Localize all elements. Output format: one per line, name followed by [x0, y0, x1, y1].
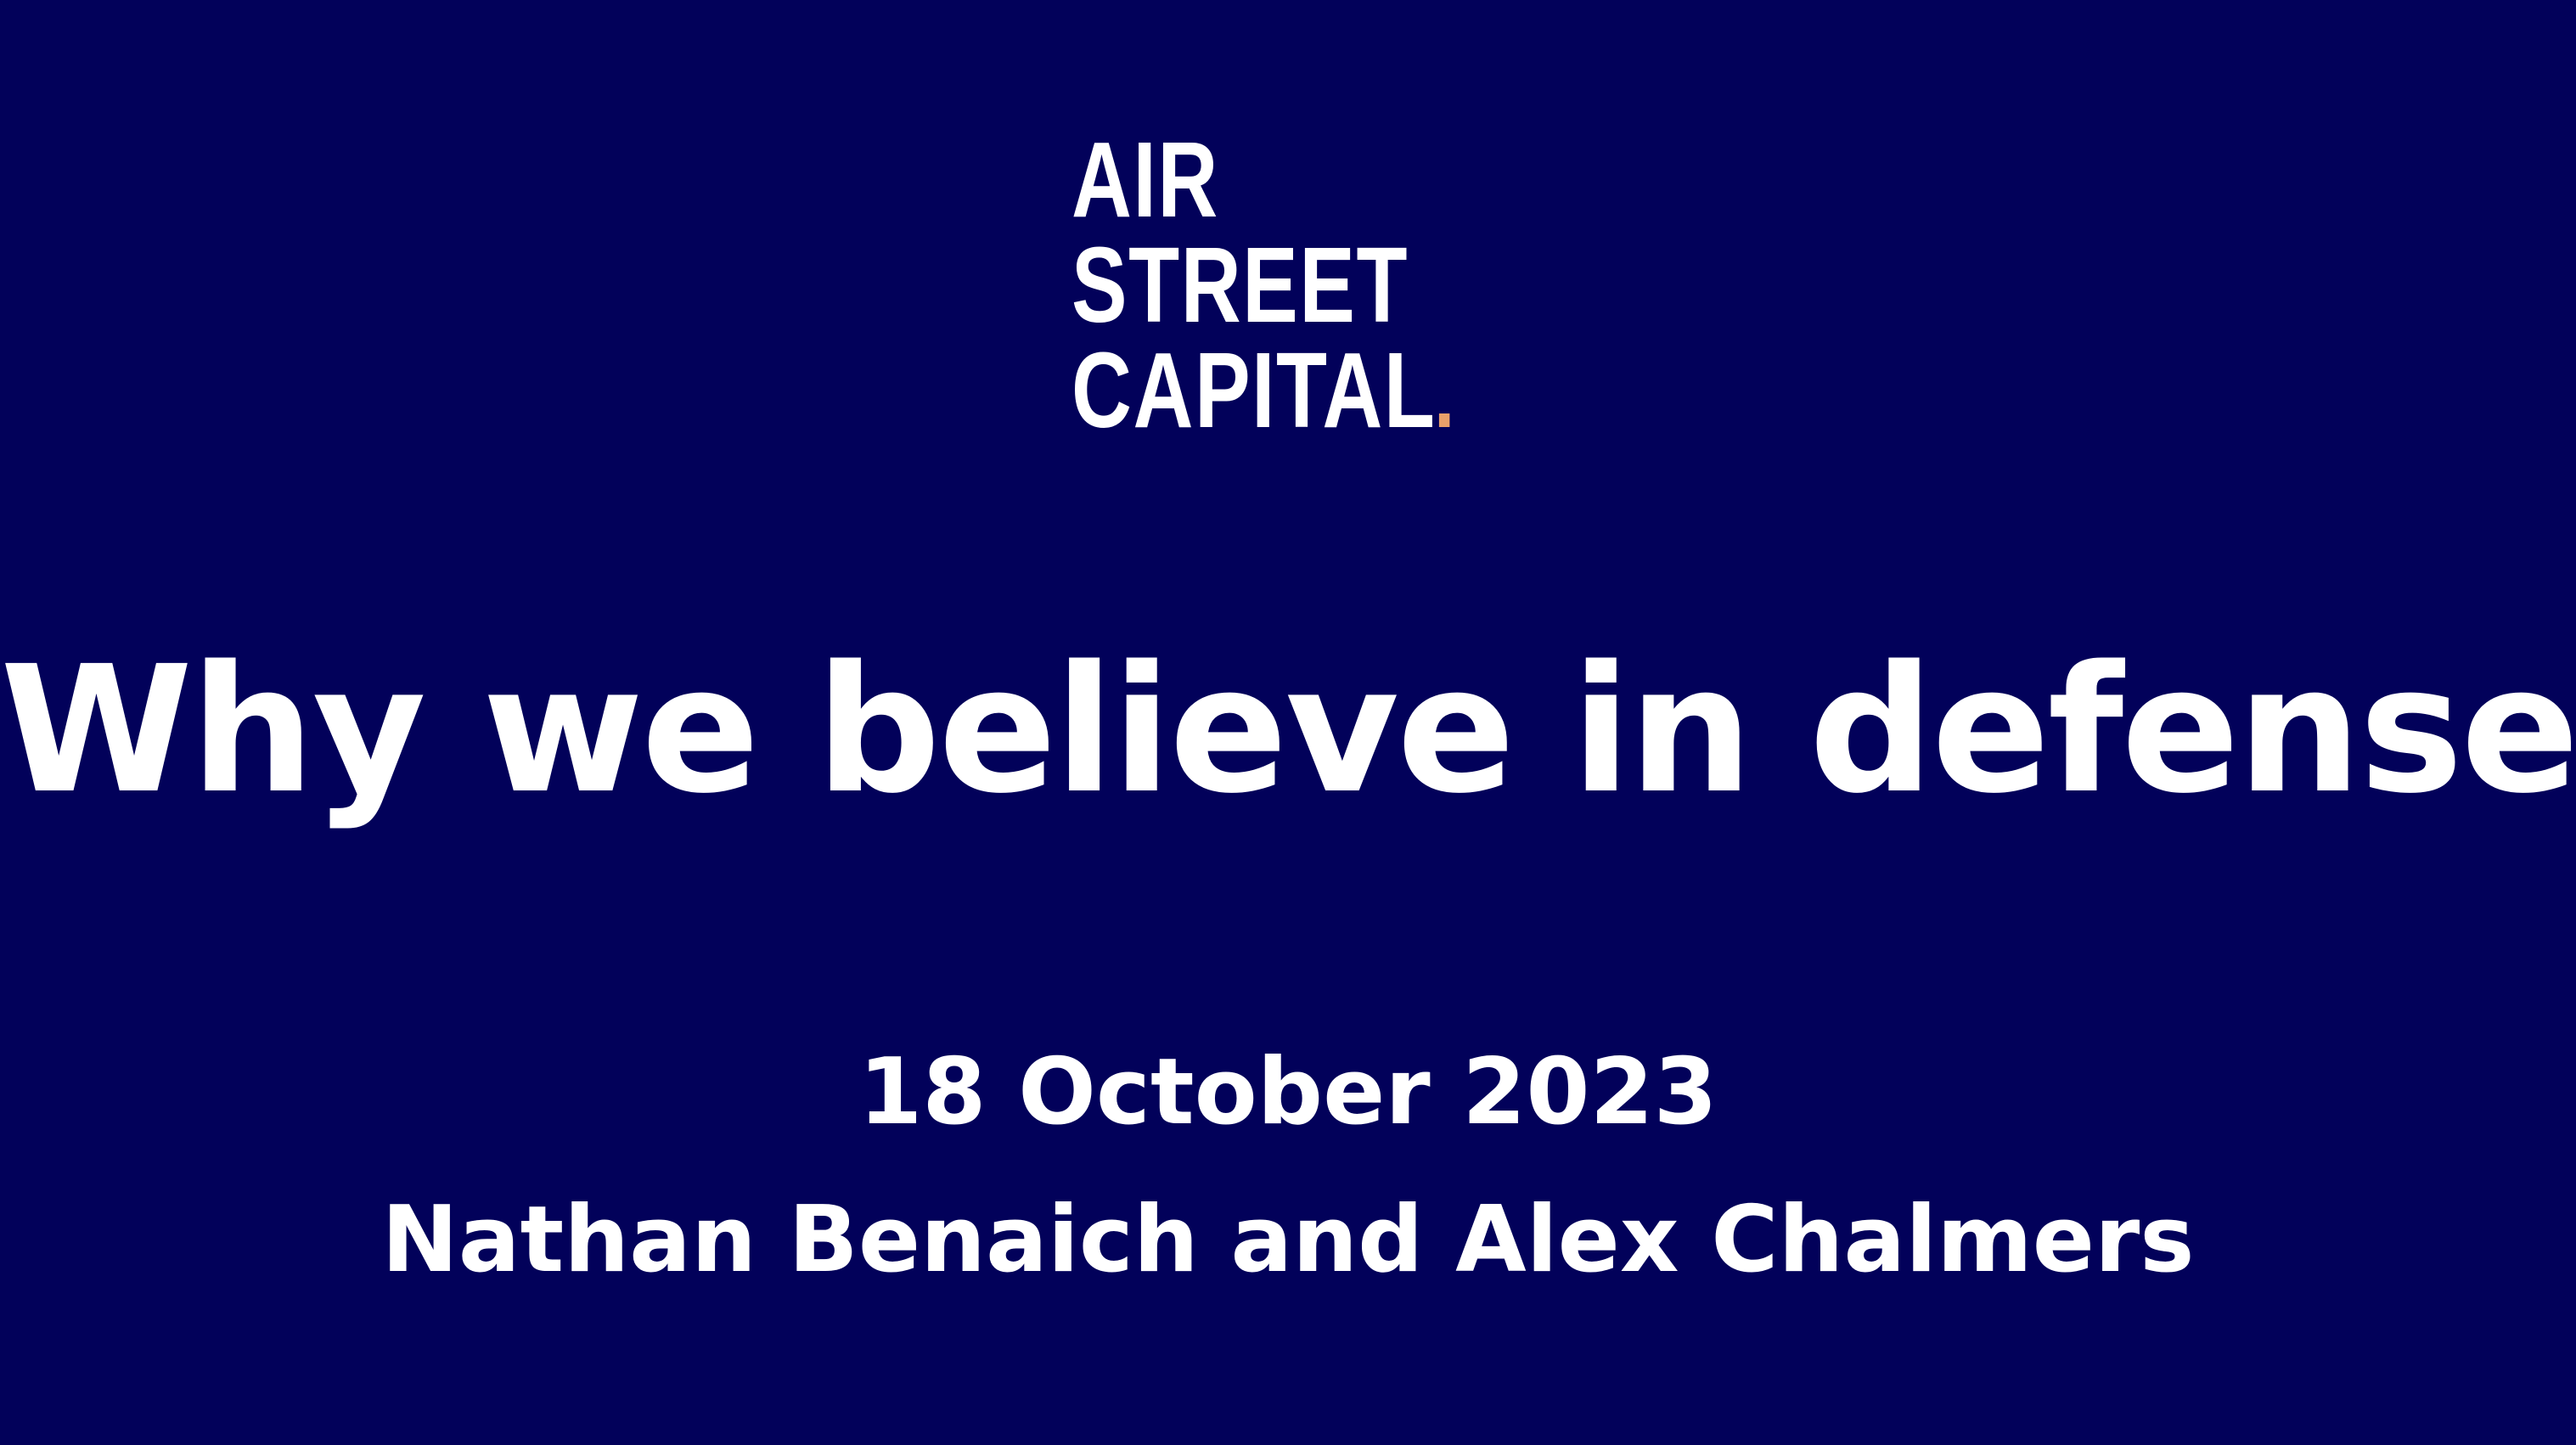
- presentation-date: 18 October 2023: [858, 1039, 1718, 1145]
- logo-accent-dot: [1438, 413, 1450, 427]
- presentation-authors: Nathan Benaich and Alex Chalmers: [381, 1187, 2195, 1293]
- logo-capital-text: CAPITAL: [1071, 330, 1437, 450]
- logo-line-capital: CAPITAL: [1071, 337, 1450, 444]
- logo-line-street: STREET: [1071, 225, 1409, 345]
- air-street-capital-logo: AIR STREET CAPITAL: [1071, 120, 1450, 458]
- slide-title: Why we believe in defense: [0, 628, 2576, 832]
- logo-line-air: AIR: [1071, 120, 1219, 239]
